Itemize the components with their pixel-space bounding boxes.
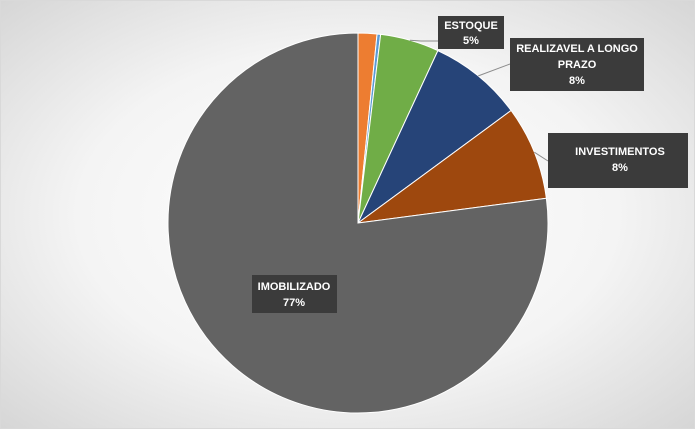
label-investimentos-name: INVESTIMENTOS (575, 146, 665, 158)
label-estoque-name: ESTOQUE (444, 20, 498, 32)
pie-slice-investimentos (357, 109, 547, 224)
label-investimentos: INVESTIMENTOS 8% (548, 133, 688, 188)
label-estoque-value: 5% (463, 35, 479, 47)
pie-slice-realizavel-a-longo-prazo (357, 49, 512, 224)
leader-lines (409, 39, 549, 162)
label-realizavel-name-2: PRAZO (558, 59, 597, 71)
pie-slice-imobilizado (167, 32, 549, 414)
label-imobilizado-name: IMOBILIZADO (258, 281, 331, 293)
label-realizavel: REALIZAVEL A LONGO PRAZO 8% (510, 38, 644, 91)
pie-slices (167, 32, 549, 414)
leader-line-realizavel (478, 63, 511, 77)
label-realizavel-name-1: REALIZAVEL A LONGO (516, 43, 638, 55)
label-imobilizado-value: 77% (283, 297, 305, 309)
label-imobilizado: IMOBILIZADO 77% (252, 275, 337, 313)
label-estoque: ESTOQUE 5% (438, 16, 504, 49)
label-investimentos-value: 8% (612, 162, 628, 174)
leader-line-estoque (409, 39, 438, 42)
leader-line-investimentos (534, 151, 549, 162)
label-realizavel-value: 8% (569, 75, 585, 87)
